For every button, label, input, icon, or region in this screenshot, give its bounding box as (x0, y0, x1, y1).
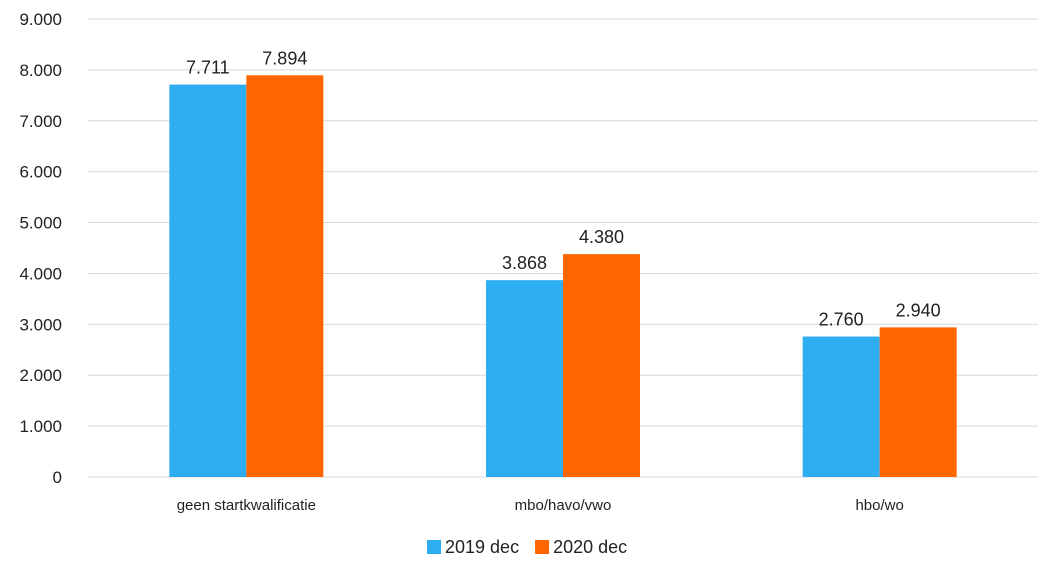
data-label: 7.894 (262, 48, 307, 68)
category-label: mbo/havo/vwo (515, 497, 612, 514)
data-label: 2.760 (819, 310, 864, 330)
bars (169, 75, 957, 478)
y-tick-label: 4.000 (19, 264, 62, 283)
bar-2019-dec-0 (169, 84, 247, 478)
y-tick-label: 2.000 (19, 366, 62, 385)
category-label: geen startkwalificatie (177, 497, 316, 514)
legend-swatch (427, 540, 441, 554)
legend-label: 2020 dec (553, 537, 627, 557)
y-tick-label: 0 (53, 468, 62, 487)
data-label: 3.868 (502, 253, 547, 273)
y-tick-label: 3.000 (19, 315, 62, 334)
y-tick-label: 9.000 (19, 10, 62, 29)
data-label: 7.711 (186, 58, 230, 78)
legend-label: 2019 dec (445, 537, 519, 557)
data-label: 2.940 (896, 300, 941, 320)
bar-2020-dec-1 (563, 254, 640, 477)
y-tick-label: 8.000 (19, 61, 62, 80)
y-tick-label: 6.000 (19, 163, 62, 182)
y-tick-label: 5.000 (19, 214, 62, 233)
x-axis-categories: geen startkwalificatie mbo/havo/vwo hbo/wo (177, 497, 904, 514)
y-axis-ticks: 0 1.000 2.000 3.000 4.000 5.000 6.000 7.000 8.00… (19, 10, 62, 487)
category-label: hbo/wo (855, 497, 903, 514)
data-labels: 7.711 7.894 3.868 4.380 2.760 2.940 (186, 48, 941, 329)
y-tick-label: 1.000 (19, 417, 62, 436)
y-tick-label: 7.000 (19, 112, 62, 131)
bar-2020-dec-0 (246, 75, 324, 477)
data-label: 4.380 (579, 227, 624, 247)
legend: 2019 dec 2020 dec (427, 537, 627, 557)
bar-2020-dec-2 (879, 327, 957, 477)
bar-2019-dec-2 (802, 336, 880, 477)
legend-swatch (535, 540, 550, 554)
bar-2019-dec-1 (486, 280, 563, 477)
